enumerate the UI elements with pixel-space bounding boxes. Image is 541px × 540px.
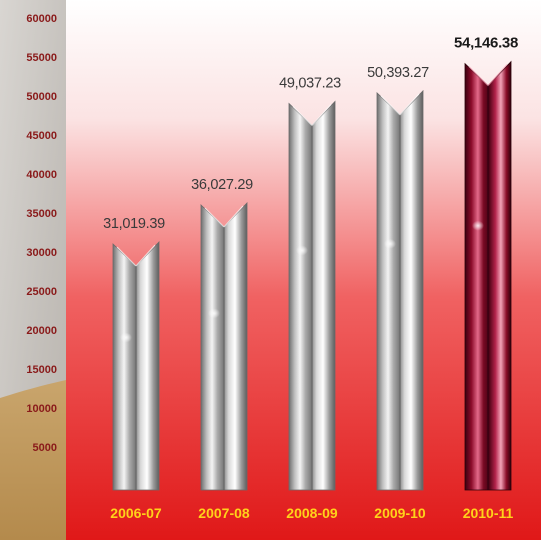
- value-label: 54,146.38: [454, 35, 518, 52]
- bar-rim: [468, 64, 508, 87]
- y-tick-label: 45000: [26, 130, 57, 142]
- y-tick-label: 35000: [26, 208, 57, 220]
- value-label: 50,393.27: [367, 65, 429, 81]
- x-tick-label: 2010-11: [463, 505, 514, 521]
- x-tick-label: 2006-07: [110, 505, 162, 521]
- bar-glint: [296, 245, 308, 256]
- y-tick-label: 40000: [26, 169, 57, 181]
- value-labels: 31,019.39 36,027.29 49,037.23 50,393.27 54,1…: [103, 35, 518, 232]
- y-tick-label: 20000: [26, 325, 57, 337]
- y-tick-label: 55000: [26, 52, 57, 64]
- bar-rim: [204, 205, 244, 228]
- y-tick-label: 15000: [26, 364, 57, 376]
- x-tick-label: 2008-09: [286, 505, 338, 521]
- bar-glint: [472, 220, 484, 231]
- y-tick-label: 10000: [26, 403, 57, 415]
- x-tick-label: 2009-10: [374, 505, 426, 521]
- x-tick-label: 2007-08: [198, 505, 250, 521]
- bar-rim: [380, 93, 420, 116]
- value-label: 31,019.39: [103, 216, 165, 232]
- x-axis-labels: 2006-07 2007-08 2008-09 2009-10 2010-11: [110, 505, 513, 521]
- bar-glint: [384, 238, 396, 249]
- y-axis-ticks: 5000 10000 15000 20000 25000 30000 35000 40000 4…: [26, 13, 57, 454]
- sand-decoration: [0, 380, 66, 540]
- bar-glint: [208, 308, 220, 319]
- y-tick-label: 30000: [26, 247, 57, 259]
- y-tick-label: 25000: [26, 286, 57, 298]
- y-tick-label: 5000: [33, 442, 57, 454]
- y-tick-label: 50000: [26, 91, 57, 103]
- bar-glint: [120, 332, 132, 343]
- value-label: 36,027.29: [191, 177, 253, 193]
- bars-group: [112, 60, 512, 491]
- y-tick-label: 60000: [26, 13, 57, 25]
- value-label: 49,037.23: [279, 76, 341, 92]
